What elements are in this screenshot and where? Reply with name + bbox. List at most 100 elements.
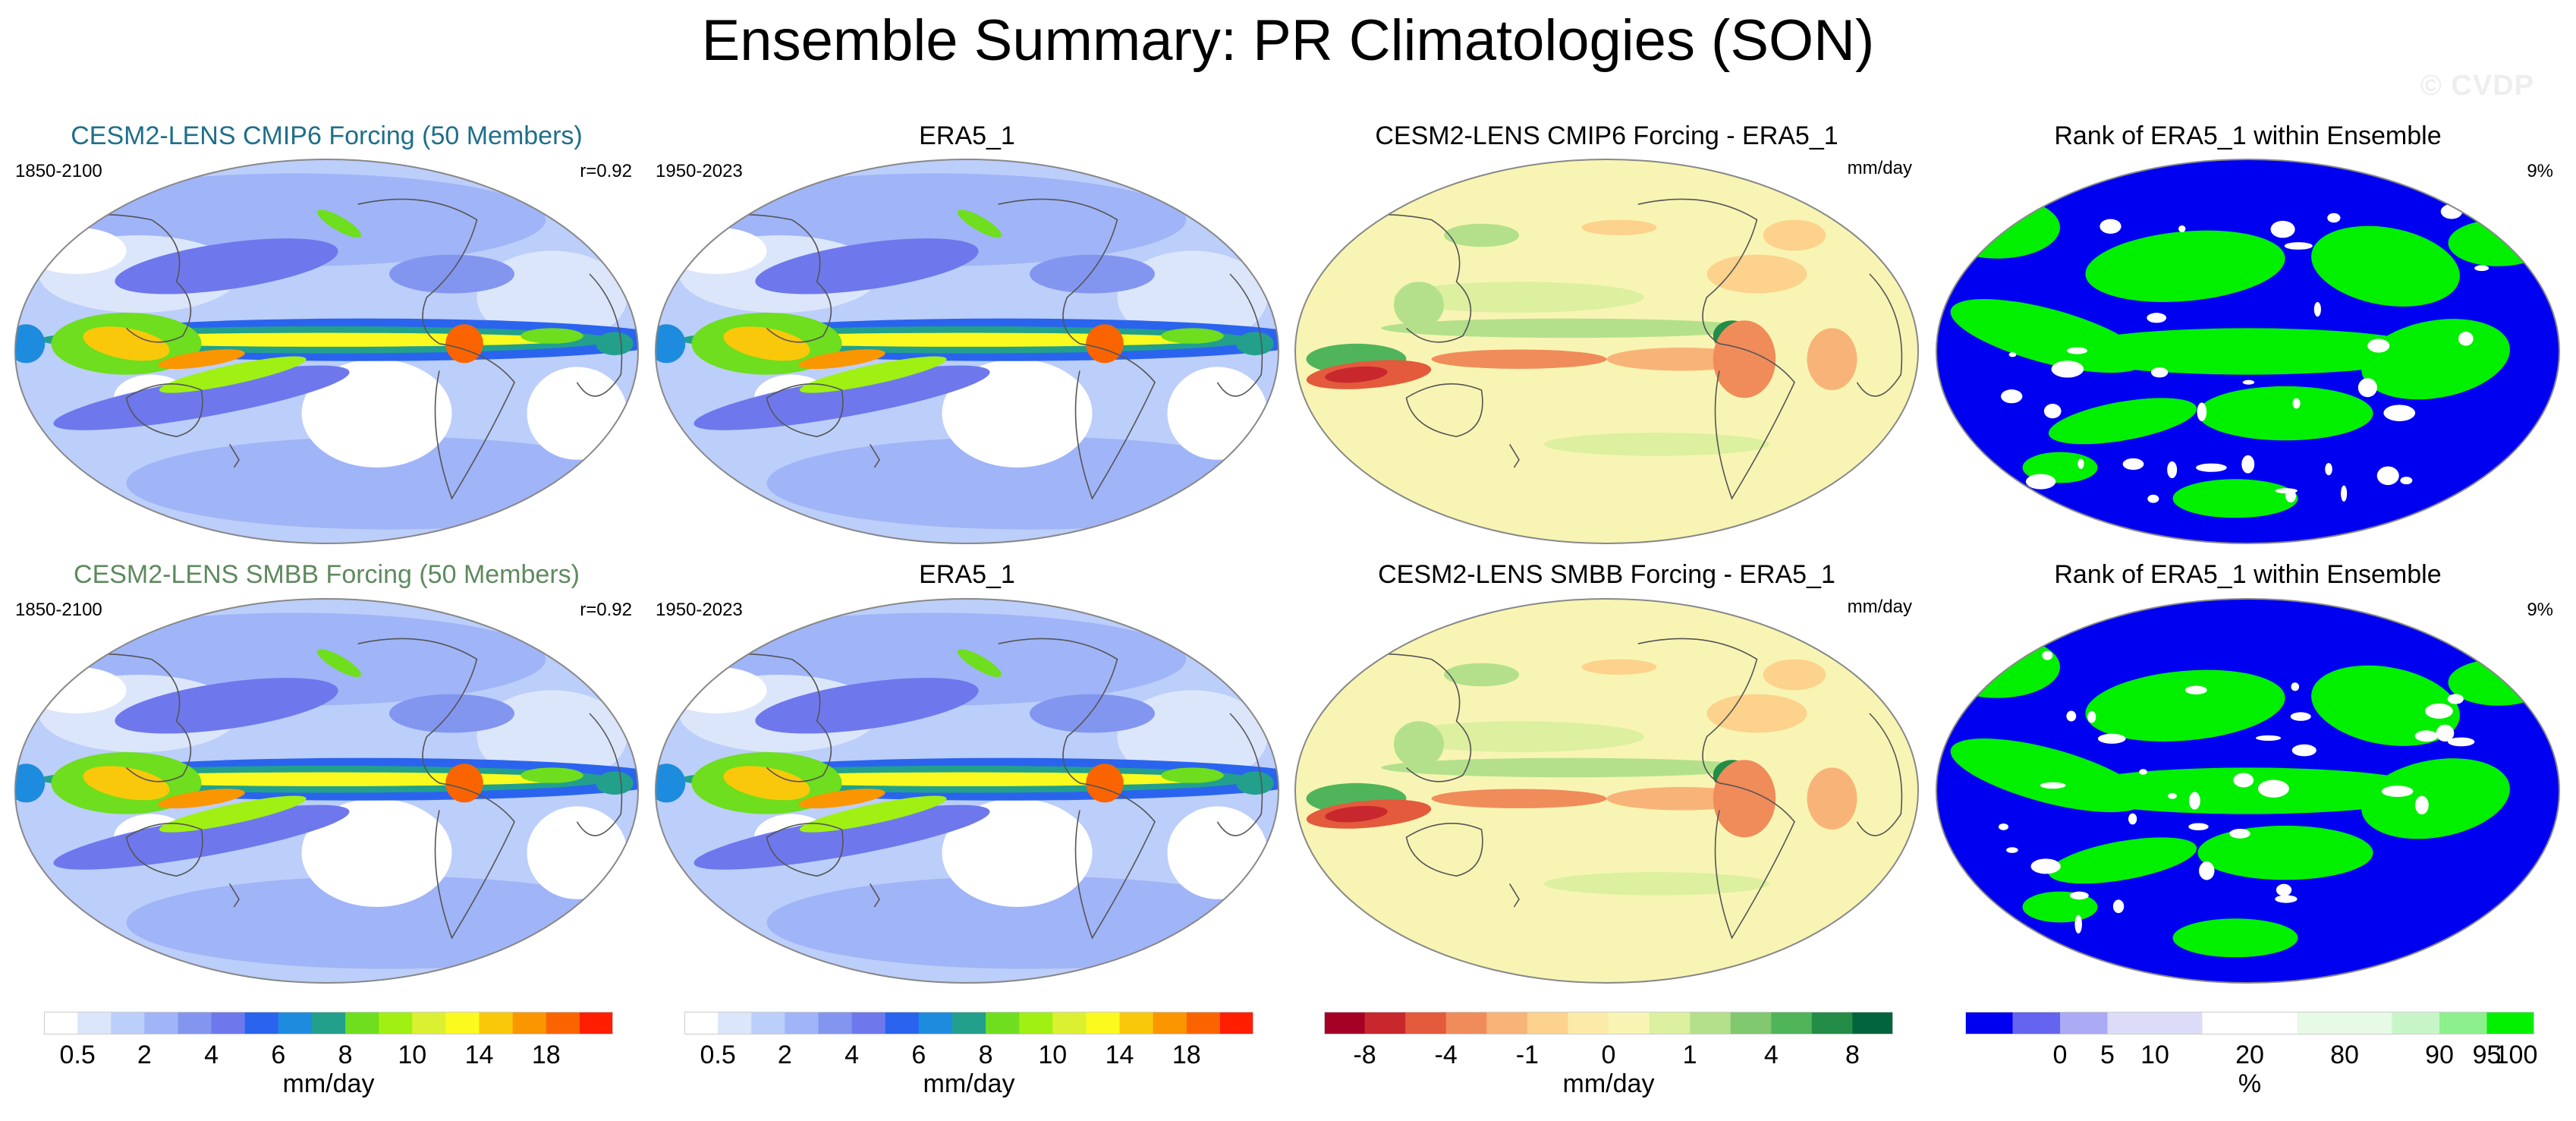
field-blob [2327,213,2341,223]
field-blob [2077,458,2084,469]
panel-title: Rank of ERA5_1 within Ensemble [2054,560,2442,589]
field-blob [2311,665,2460,746]
colorbar-swatch [1019,1012,1053,1034]
field-blob [2447,694,2464,704]
colorbar-swatch [244,1012,279,1034]
field-blob [2151,367,2169,378]
map-outline [1936,159,2560,544]
colorbar-swatch [2107,1012,2156,1034]
field-blob [2197,402,2207,421]
field-blob [1325,805,1388,823]
panel-period-label: 1850-2100 [15,161,102,181]
field-blob [2383,405,2416,421]
field-blob [158,349,245,370]
colorbar-tick-label: 10 [2140,1041,2169,1069]
field-blob [2139,769,2147,775]
field-blob [2122,458,2144,471]
field-blob [2376,466,2399,486]
field-blob [2085,230,2285,302]
field-blob [159,356,307,393]
colorbar-tick-label: 8 [1845,1041,1860,1069]
colorbar-tick-label: 0 [2052,1041,2068,1069]
field-blob [1161,328,1224,344]
field-blob [317,209,361,238]
map-precip-p11 [14,159,639,544]
map-rank-p14 [1936,159,2560,544]
field-blob [798,349,885,370]
field-blob [1763,219,1826,251]
coastline [1405,823,1483,877]
colorbar-tick-label: 18 [531,1041,561,1069]
map-outline [655,159,1279,544]
field-blob [2276,883,2292,896]
field-blob [1394,282,1644,313]
map-field [15,159,638,543]
field-blob [2178,225,2186,232]
field-blob [2229,828,2250,839]
colorbar-swatch [1219,1012,1253,1034]
colorbar-swatch [2392,1012,2440,1034]
panel-title: CESM2-LENS CMIP6 Forcing - ERA5_1 [1375,121,1838,150]
field-blob [26,666,127,713]
panel-rank-percent: 9% [2527,161,2553,181]
coastline [1714,343,1795,500]
panel-correlation: r=0.92 [580,600,632,620]
field-blob [1544,433,1769,456]
colorbar-unit-label: mm/day [282,1069,375,1098]
colorbar-tick-label: 4 [845,1041,860,1069]
map-precip-p21 [14,598,639,984]
colorbar-tick-label: -1 [1515,1041,1539,1069]
panel-period-label: 1950-2023 [656,161,743,181]
field-blob [2042,650,2053,660]
colorbar-precip [684,1012,1253,1034]
field-blob [2486,660,2505,666]
map-outline [1936,598,2560,984]
map-diff-p13 [1294,159,1919,544]
colorbar-swatch [1086,1012,1121,1034]
panel-units-label: mm/day [1847,597,1912,617]
coastline [1405,383,1483,438]
field-blob [1581,659,1657,675]
colorbar-tick-label: 2 [777,1041,792,1069]
field-blob [1706,254,1807,294]
field-blob [2051,361,2084,378]
map-rank-p24 [1936,598,2560,984]
field-blob [2001,389,2023,404]
field-blob [942,798,1093,907]
colorbar-swatch [178,1012,212,1034]
field-blob [1167,806,1268,899]
coastline [228,443,240,468]
field-blob [2025,474,2056,490]
field-blob [301,359,452,468]
field-blob [2147,494,2159,503]
colorbar-swatch [1568,1012,1609,1034]
field-blob [2008,352,2017,357]
coastline [1637,198,1758,345]
field-blob [2128,813,2137,825]
colorbar-tick-label: 18 [1172,1041,1201,1069]
colorbar-swatch [851,1012,886,1034]
field-blob [958,209,1002,238]
field-blob [596,332,634,356]
colorbar-swatch [684,1012,719,1034]
colorbar-tick-label: 0.5 [59,1041,96,1069]
field-blob [2069,891,2089,900]
field-blob [2414,730,2438,742]
colorbar-swatch [412,1012,446,1034]
colorbar-tick-label: 0 [1601,1041,1616,1069]
colorbar-swatch [44,1012,78,1034]
field-blob [2048,837,2197,884]
map-field [656,159,1279,543]
panel-title: ERA5_1 [919,121,1015,150]
colorbar-swatch [1364,1012,1406,1034]
field-blob [1544,872,1769,896]
field-blob [2241,455,2255,474]
colorbar-swatch [2202,1012,2250,1034]
field-blob [2242,379,2255,385]
colorbar-tick-label: 4 [204,1041,219,1069]
field-blob [445,324,483,364]
field-blob [2168,792,2177,799]
colorbar-border [1324,1012,1893,1034]
field-blob [2275,895,2298,903]
colorbar-swatch [311,1012,346,1034]
